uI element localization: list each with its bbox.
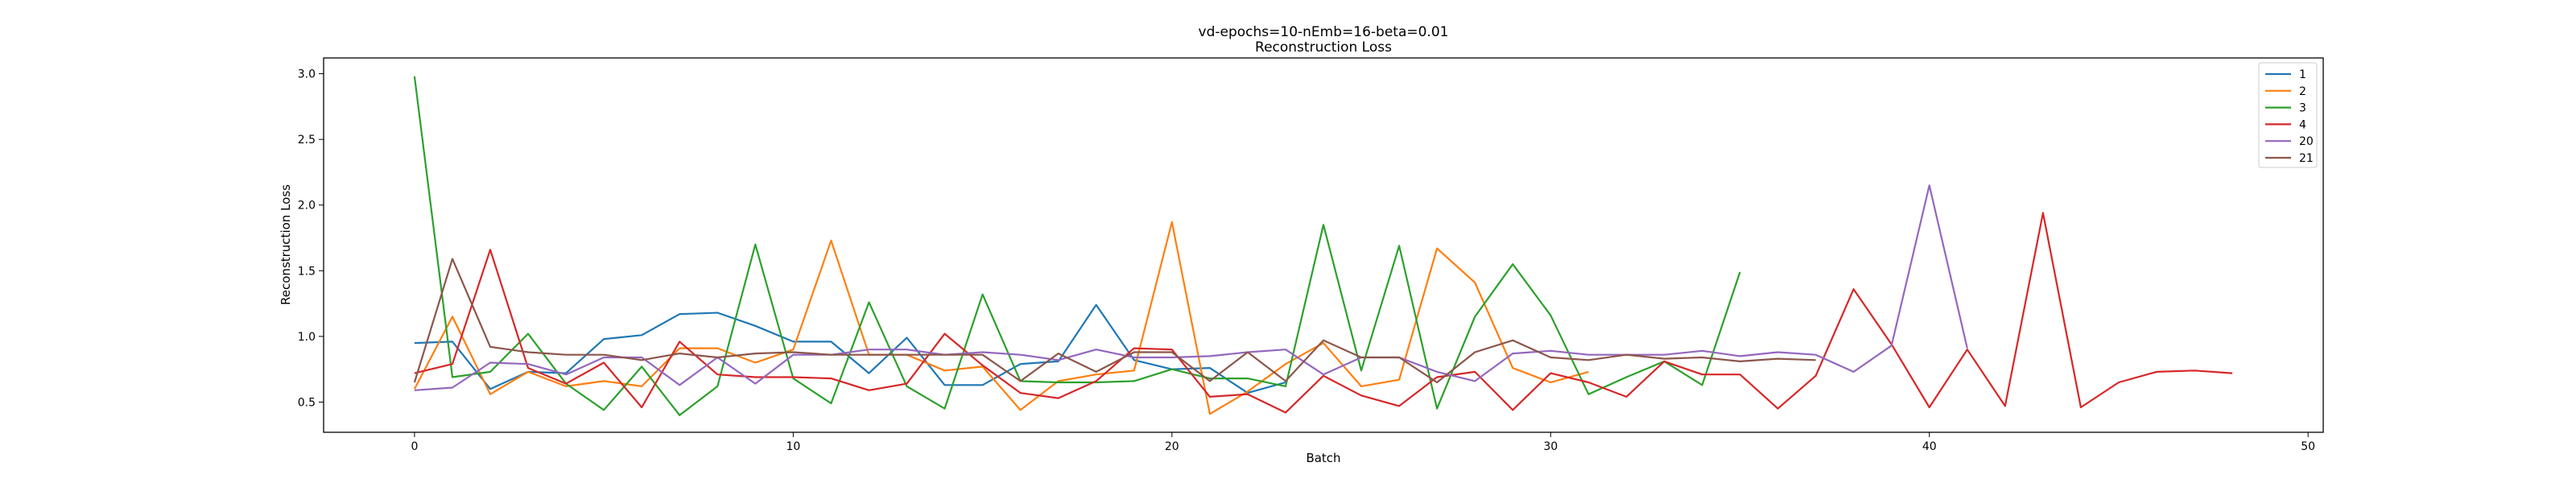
chart-title: vd-epochs=10-nEmb=16-beta=0.01 (1199, 24, 1449, 40)
x-tick-label: 20 (1165, 440, 1179, 453)
x-tick-label: 40 (1922, 440, 1937, 453)
series-line-21 (413, 258, 1816, 384)
y-axis-label: Reconstruction Loss (279, 184, 293, 305)
legend-label-20: 20 (2299, 135, 2314, 148)
y-tick-label: 2.5 (298, 134, 316, 147)
legend-label-4: 4 (2299, 118, 2306, 131)
y-tick-label: 1.0 (298, 331, 316, 344)
legend-label-21: 21 (2299, 152, 2314, 165)
x-tick-label: 50 (2301, 440, 2315, 453)
y-tick-label: 3.0 (298, 68, 316, 81)
x-tick-label: 0 (411, 440, 418, 453)
series-layer (413, 76, 2233, 416)
legend-label-2: 2 (2299, 85, 2306, 98)
series-line-2 (413, 221, 1589, 415)
series-line-4 (414, 212, 2233, 414)
y-axis: 0.5 1.0 1.5 2.0 2.5 3.0 (298, 68, 324, 409)
x-tick-label: 30 (1543, 440, 1558, 453)
plot-area (323, 57, 2324, 433)
chart-subtitle: Reconstruction Loss (1255, 39, 1392, 56)
series-line-3 (413, 76, 1741, 416)
legend: 1 2 3 4 20 21 (2258, 62, 2318, 168)
legend-label-3: 3 (2299, 102, 2306, 115)
legend-label-1: 1 (2299, 68, 2306, 81)
x-axis: 0 10 20 30 40 50 (411, 432, 2315, 453)
x-axis-label: Batch (1306, 451, 1340, 465)
y-tick-label: 0.5 (298, 396, 316, 409)
y-tick-label: 1.5 (298, 265, 316, 278)
plot-frame (323, 57, 2324, 433)
x-tick-label: 10 (786, 440, 800, 453)
y-tick-label: 2.0 (298, 200, 316, 213)
series-line-20 (414, 184, 1968, 391)
